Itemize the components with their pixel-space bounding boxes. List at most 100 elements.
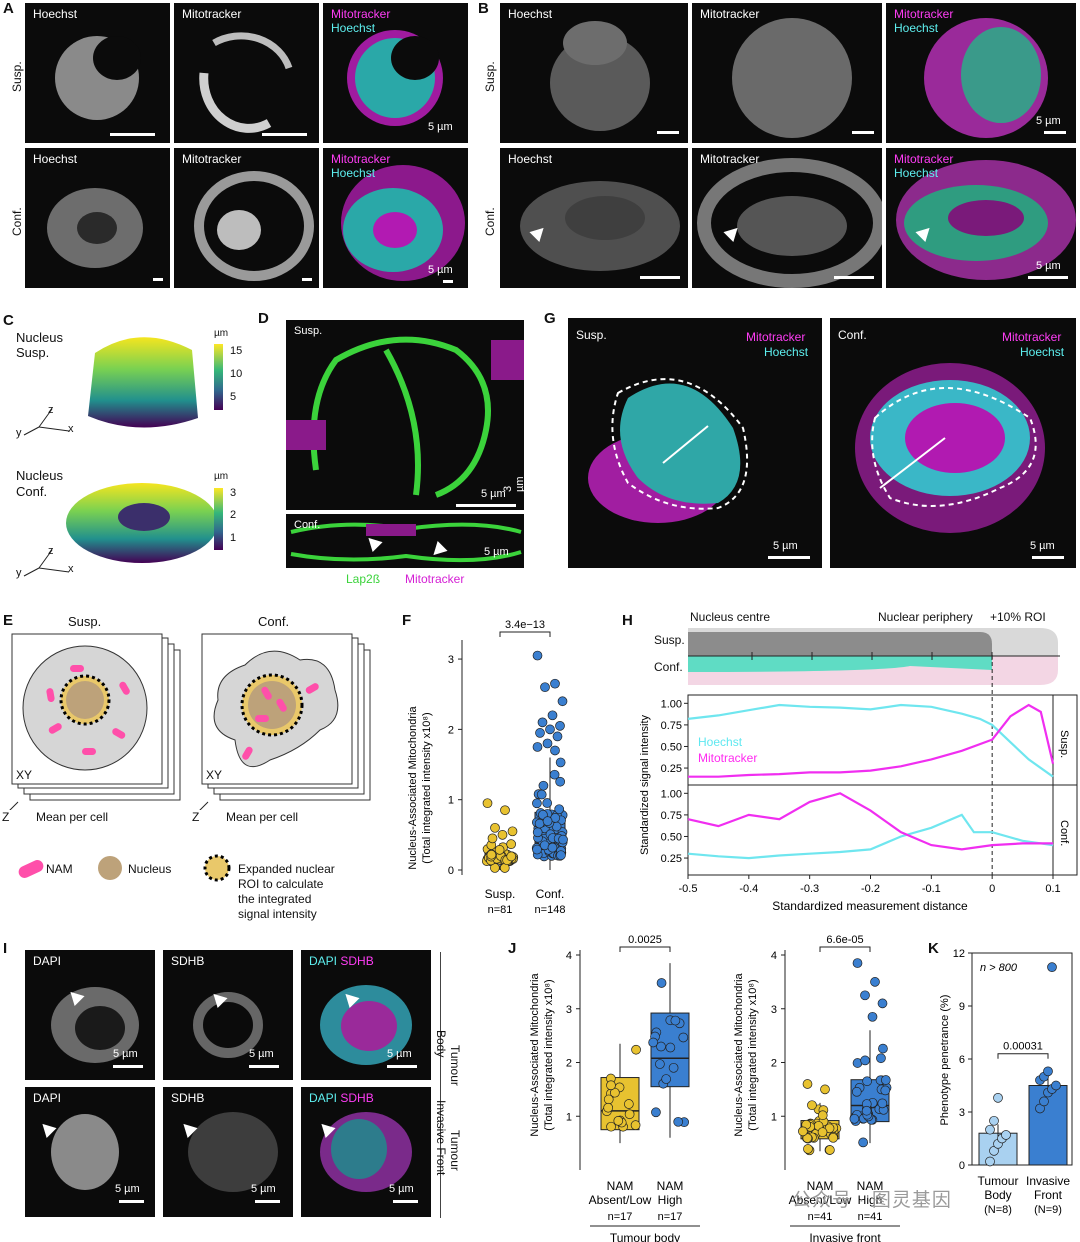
nucleus-outline-shape (588, 378, 749, 523)
scale-text: 5 µm (428, 264, 453, 276)
data-point (507, 826, 518, 837)
data-point (661, 1074, 671, 1084)
scale-bar (262, 133, 307, 136)
scale-bar (834, 276, 874, 279)
panel-b-susp-merge-image: Mitotracker Hoechst 5 µm (886, 3, 1076, 143)
data-point (624, 1099, 634, 1109)
susp-label: Susp. (294, 325, 323, 337)
nucleus-3d-shape (550, 21, 650, 131)
y-tick-label: 0 (959, 1160, 965, 1172)
data-point (803, 1144, 813, 1154)
data-point (670, 1015, 681, 1026)
category-label: NAM (607, 1179, 634, 1193)
data-point (490, 863, 500, 873)
colorbar-tick: 1 (230, 532, 237, 544)
p-value-label: 3.4e−13 (505, 619, 545, 631)
mitotracker-label: Mitotracker (182, 7, 242, 21)
data-point (867, 1011, 878, 1022)
data-point (851, 1086, 862, 1097)
panel-k-chart: Phenotype penetrance (%) 0 3 6 9 12 n > 800 0.… (939, 948, 1073, 1216)
data-point (552, 731, 563, 742)
panel-a-label: A (3, 0, 14, 17)
colorbar-tick: 10 (230, 368, 243, 380)
panel-b-susp-mito-image: Mitotracker (692, 3, 882, 143)
scale-text: 5 µm (113, 1048, 138, 1060)
scale-bar (110, 133, 155, 136)
axis-x-label: x (68, 563, 74, 575)
f-ylabel-1: Nucleus-Associated Mitochondria (407, 705, 419, 869)
y-tick-label: 0.75 (661, 720, 682, 732)
scale-bar (387, 1065, 417, 1068)
panel-a-conf-merge-image: Mitotracker Hoechst 5 µm (323, 148, 468, 288)
panel-e-susp-title: Susp. (68, 614, 102, 629)
nucleus-crescent-shape (55, 36, 141, 120)
merge-label: Mitotracker Hoechst (894, 7, 953, 35)
data-point (989, 1115, 999, 1126)
legend-lap2b: Lap2ß (346, 572, 381, 586)
x-tick-label: -0.5 (679, 883, 698, 895)
mitotracker-label: Mitotracker (182, 152, 242, 166)
category-label: Front (1034, 1188, 1063, 1202)
data-point (532, 827, 543, 838)
susp-label: Susp. (576, 328, 607, 342)
panel-g-susp-image: Susp. Mitotracker Hoechst 5 µm (568, 318, 822, 568)
scale-bar (393, 1200, 418, 1203)
scale-bar (1032, 556, 1064, 559)
j-ylabel-1: Nucleus-Associated Mitochondria (529, 972, 541, 1136)
merge-3d-shape (924, 18, 1048, 138)
sdhb-shape (188, 1112, 278, 1192)
scale-bar (153, 278, 163, 281)
x-tick-label: -0.3 (800, 883, 819, 895)
data-point (536, 789, 547, 800)
y-tick-label: 2 (448, 724, 454, 736)
category-label: NAM (657, 1179, 684, 1193)
conf-label: Conf. (294, 519, 321, 531)
scale-bar (249, 1065, 279, 1068)
y-tick-label: 4 (566, 950, 572, 962)
merge-shape (320, 1112, 412, 1192)
series-line-hoechst (687, 813, 1054, 860)
y-tick-label: 0.25 (661, 763, 682, 775)
data-point (651, 1107, 661, 1118)
nucleus-ring-shape (47, 188, 143, 268)
merge-sdhb-label: SDHB (340, 1091, 374, 1105)
panel-d-susp-orthoview: Susp. 3 µm 5 µm (286, 320, 524, 510)
panel-g-label: G (544, 310, 556, 327)
legend-roi-line2: ROI to calculate (238, 877, 324, 891)
data-point (545, 724, 555, 735)
x-tick-label: 0.1 (1045, 883, 1060, 895)
f-ylabel-2: (Total integrated intensity x10⁸) (421, 712, 433, 863)
mitotracker-label: Mitotracker (700, 7, 760, 21)
axis-y-label: y (16, 567, 22, 579)
data-point (624, 1109, 635, 1120)
data-point (532, 650, 543, 661)
y-tick-label: 9 (959, 1001, 965, 1013)
axis-x-label: x (68, 423, 74, 435)
h-legend-mito: Mitotracker (698, 751, 757, 765)
colorbar-unit: µm (214, 328, 229, 339)
legend-roi-line4: signal intensity (238, 907, 317, 921)
x-tick-label: -0.2 (861, 883, 880, 895)
data-point (606, 1080, 616, 1091)
panel-i-body-merge: DAPI SDHB 5 µm (301, 950, 431, 1080)
data-point (860, 990, 870, 1001)
panel-e-conf-title: Conf. (258, 614, 290, 629)
data-point (535, 728, 545, 738)
data-point (487, 833, 498, 844)
y-tick-label: 2 (771, 1058, 777, 1070)
data-point (656, 1041, 666, 1052)
panel-b-row-conf: Conf. (483, 207, 497, 236)
sdhb-shape (193, 992, 263, 1058)
category-label: Conf. (536, 887, 565, 901)
panel-c-bot-title: Nucleus (16, 468, 63, 483)
data-point (606, 1121, 616, 1132)
data-point (630, 1120, 641, 1130)
data-point (558, 834, 568, 845)
lamina-shape (286, 336, 524, 498)
data-point (631, 1044, 641, 1055)
panel-b-row-susp: Susp. (483, 61, 497, 92)
merge-mito-label: Mitotracker (894, 7, 954, 21)
h-roi-label: +10% ROI (990, 610, 1046, 624)
hoechst-label: Hoechst (508, 7, 553, 21)
data-point (1039, 1096, 1049, 1107)
